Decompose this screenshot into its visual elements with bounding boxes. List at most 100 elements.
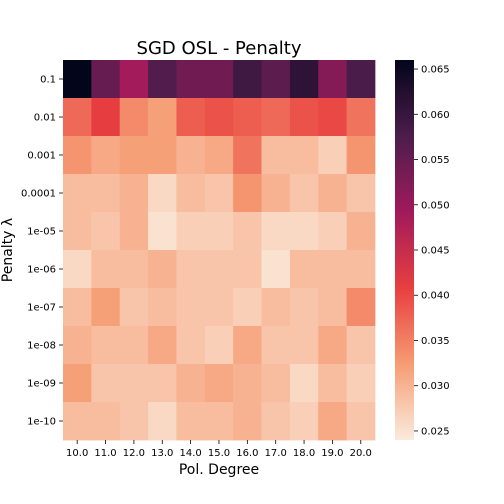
heatmap-cell <box>91 136 120 174</box>
x-axis-ticks: 10.0 11.0 12.0 13.0 14.0 15.0 16.0 17.0 18.0 19.0… <box>66 440 372 459</box>
heatmap-cell <box>233 326 262 364</box>
heatmap-cell <box>233 250 262 288</box>
heatmap-cell <box>176 326 205 364</box>
heatmap-cell <box>290 98 319 136</box>
heatmap-cell <box>176 402 205 440</box>
heatmap-cell <box>120 212 149 250</box>
heatmap-cell <box>262 288 291 326</box>
heatmap-cell <box>120 136 149 174</box>
heatmap-cell <box>63 288 92 326</box>
heatmap-cell <box>262 326 291 364</box>
heatmap-cell <box>205 212 234 250</box>
heatmap-cell <box>347 212 376 250</box>
y-tick-label: 1e-10 <box>27 417 56 428</box>
y-tick-label: 0.001 <box>27 151 56 162</box>
heatmap-cell <box>262 402 291 440</box>
heatmap-cell <box>290 136 319 174</box>
heatmap-cell <box>290 60 319 98</box>
heatmap-cell <box>63 326 92 364</box>
heatmap-cell <box>63 174 92 212</box>
heatmap-cell <box>205 174 234 212</box>
heatmap-cell <box>63 60 92 98</box>
heatmap-cell <box>233 402 262 440</box>
heatmap-cell <box>148 60 177 98</box>
x-tick-label: 13.0 <box>151 448 173 459</box>
x-axis-label: Pol. Degree <box>179 462 259 478</box>
y-tick-label: 0.0001 <box>21 189 56 200</box>
colorbar-tick-label: 0.045 <box>421 246 450 257</box>
heatmap-cell <box>120 250 149 288</box>
heatmap-cell <box>318 402 347 440</box>
heatmap-cell <box>120 288 149 326</box>
heatmap-cell <box>318 60 347 98</box>
heatmap-cell <box>347 402 376 440</box>
heatmap-cell <box>91 174 120 212</box>
y-tick-label: 1e-09 <box>27 379 56 390</box>
heatmap-cell <box>290 250 319 288</box>
heatmap-cell <box>176 288 205 326</box>
heatmap-cell <box>290 212 319 250</box>
colorbar-ticks: 0.025 0.030 0.035 0.040 0.045 0.050 0.055 0.060… <box>414 65 450 438</box>
heatmap-cell <box>63 250 92 288</box>
heatmap-cell <box>91 212 120 250</box>
heatmap-cell <box>91 98 120 136</box>
heatmap-cells <box>63 60 375 440</box>
heatmap-cell <box>233 136 262 174</box>
heatmap-cell <box>262 364 291 402</box>
heatmap-cell <box>233 60 262 98</box>
heatmap-cell <box>262 98 291 136</box>
heatmap-cell <box>347 250 376 288</box>
heatmap-cell <box>290 326 319 364</box>
colorbar <box>395 60 414 440</box>
colorbar-tick-label: 0.025 <box>421 426 450 437</box>
heatmap-cell <box>148 98 177 136</box>
colorbar-tick-label: 0.050 <box>421 200 450 211</box>
heatmap-cell <box>148 250 177 288</box>
heatmap-cell <box>120 364 149 402</box>
colorbar-tick-label: 0.040 <box>421 291 450 302</box>
heatmap-cell <box>148 402 177 440</box>
heatmap-cell <box>120 326 149 364</box>
heatmap-cell <box>176 136 205 174</box>
heatmap-cell <box>148 326 177 364</box>
heatmap-cell <box>63 212 92 250</box>
heatmap-cell <box>318 174 347 212</box>
heatmap-cell <box>347 136 376 174</box>
heatmap-cell <box>120 98 149 136</box>
heatmap-cell <box>233 212 262 250</box>
heatmap-cell <box>318 326 347 364</box>
heatmap-cell <box>176 212 205 250</box>
heatmap-cell <box>233 364 262 402</box>
x-tick-label: 18.0 <box>293 448 315 459</box>
heatmap-cell <box>176 250 205 288</box>
heatmap-cell <box>176 98 205 136</box>
x-tick-label: 10.0 <box>66 448 88 459</box>
y-tick-label: 1e-08 <box>27 341 56 352</box>
x-tick-label: 20.0 <box>350 448 372 459</box>
heatmap-cell <box>120 174 149 212</box>
heatmap-cell <box>91 60 120 98</box>
heatmap-cell <box>347 326 376 364</box>
heatmap-cell <box>205 136 234 174</box>
y-tick-label: 1e-06 <box>27 265 56 276</box>
heatmap-cell <box>318 364 347 402</box>
x-tick-label: 16.0 <box>236 448 258 459</box>
heatmap-cell <box>148 364 177 402</box>
heatmap-cell <box>148 174 177 212</box>
x-tick-label: 17.0 <box>265 448 287 459</box>
colorbar-tick-label: 0.055 <box>421 155 450 166</box>
heatmap-cell <box>347 60 376 98</box>
heatmap-cell <box>262 136 291 174</box>
heatmap-cell <box>176 174 205 212</box>
heatmap-cell <box>262 250 291 288</box>
heatmap-cell <box>205 98 234 136</box>
heatmap-cell <box>262 212 291 250</box>
heatmap-cell <box>91 250 120 288</box>
y-tick-label: 1e-07 <box>27 303 56 314</box>
heatmap-cell <box>290 288 319 326</box>
heatmap-cell <box>91 402 120 440</box>
heatmap-cell <box>318 212 347 250</box>
heatmap-cell <box>233 288 262 326</box>
heatmap-cell <box>262 174 291 212</box>
